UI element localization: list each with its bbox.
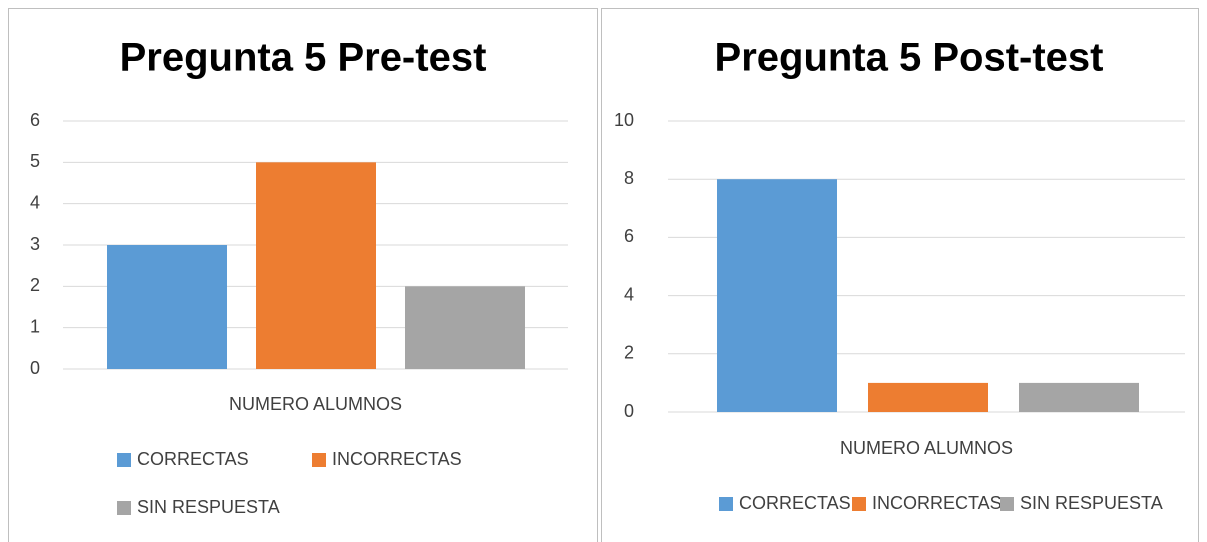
y-tick-label: 3: [30, 234, 40, 254]
bar: [107, 245, 227, 369]
legend-swatch: [312, 453, 326, 467]
y-tick-label: 2: [624, 343, 634, 363]
legend-label: CORRECTAS: [137, 449, 249, 469]
legend-label: SIN RESPUESTA: [137, 497, 280, 517]
panel-border: [8, 8, 598, 542]
y-tick-label: 2: [30, 275, 40, 295]
bar: [256, 162, 376, 369]
legend-label: INCORRECTAS: [872, 493, 1002, 513]
y-tick-label: 4: [624, 284, 634, 304]
bar: [1019, 382, 1139, 412]
bar: [405, 286, 525, 369]
legend-swatch: [117, 501, 131, 515]
chart-title: Pregunta 5 Post-test: [715, 36, 1104, 80]
legend-swatch: [1000, 497, 1014, 511]
x-tick-label: NUMERO ALUMNOS: [229, 394, 402, 414]
legend-swatch: [719, 497, 733, 511]
y-tick-label: 0: [624, 401, 634, 421]
legend-swatch: [852, 497, 866, 511]
x-tick-label: NUMERO ALUMNOS: [840, 438, 1013, 458]
legend-label: CORRECTAS: [739, 493, 851, 513]
y-tick-label: 6: [624, 226, 634, 246]
y-tick-label: 6: [30, 110, 40, 130]
y-tick-label: 0: [30, 358, 40, 378]
chart-title: Pregunta 5 Pre-test: [120, 36, 487, 80]
bar: [868, 382, 988, 412]
y-tick-label: 4: [30, 192, 40, 212]
bar: [717, 179, 837, 412]
legend-label: INCORRECTAS: [332, 449, 462, 469]
y-tick-label: 10: [614, 110, 634, 130]
panel-border: [601, 8, 1199, 542]
legend-swatch: [117, 453, 131, 467]
legend-label: SIN RESPUESTA: [1020, 493, 1163, 513]
y-tick-label: 1: [30, 316, 40, 336]
y-tick-label: 5: [30, 151, 40, 171]
y-tick-label: 8: [624, 168, 634, 188]
